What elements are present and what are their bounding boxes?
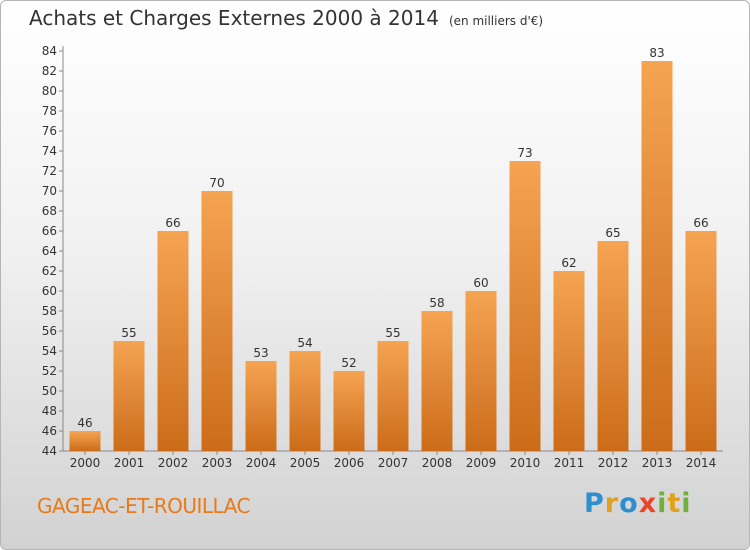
x-tick-label: 2007 <box>378 456 409 470</box>
data-labels: 46 55 66 70 53 54 52 55 58 60 73 62 65 83 66 <box>77 46 708 430</box>
data-label: 65 <box>605 226 620 240</box>
x-tick-label: 2011 <box>554 456 585 470</box>
data-label: 66 <box>693 216 708 230</box>
x-tick-label: 2003 <box>202 456 233 470</box>
data-label: 66 <box>165 216 180 230</box>
x-tick-label: 2008 <box>422 456 453 470</box>
data-label: 55 <box>121 326 136 340</box>
y-tick-label: 74 <box>42 144 57 158</box>
x-tick-label: 2009 <box>466 456 497 470</box>
y-tick-label: 70 <box>42 184 57 198</box>
y-tick-label: 62 <box>42 264 57 278</box>
x-tick-label: 2013 <box>642 456 673 470</box>
data-label: 58 <box>429 296 444 310</box>
bar <box>597 241 629 451</box>
y-tick-label: 84 <box>42 44 57 58</box>
y-tick-label: 82 <box>42 64 57 78</box>
data-label: 46 <box>77 416 92 430</box>
bar <box>377 341 409 451</box>
data-label: 54 <box>297 336 312 350</box>
bar <box>553 271 585 451</box>
bar <box>509 161 541 451</box>
y-tick-label: 68 <box>42 204 57 218</box>
x-tick-label: 2002 <box>158 456 189 470</box>
bar <box>201 191 233 451</box>
bar <box>113 341 145 451</box>
place-name: GAGEAC-ET-ROUILLAC <box>37 494 250 518</box>
y-tick-label: 52 <box>42 364 57 378</box>
y-tick-label: 80 <box>42 84 57 98</box>
chart-title-text: Achats et Charges Externes 2000 à 2014 <box>29 6 439 30</box>
bar <box>685 231 717 451</box>
x-tick-label: 2010 <box>510 456 541 470</box>
bar <box>245 361 277 451</box>
x-axis: 2000 2001 2002 2003 2004 2005 2006 2007 2008 2009… <box>63 450 723 470</box>
bar <box>157 231 189 451</box>
y-tick-label: 44 <box>42 444 57 458</box>
y-tick-label: 78 <box>42 104 57 118</box>
y-tick-label: 64 <box>42 244 57 258</box>
x-tick-label: 2014 <box>686 456 717 470</box>
bar <box>465 291 497 451</box>
data-label: 73 <box>517 146 532 160</box>
data-label: 83 <box>649 46 664 60</box>
bar <box>69 431 101 451</box>
y-tick-label: 46 <box>42 424 57 438</box>
x-tick-label: 2001 <box>114 456 145 470</box>
x-tick-label: 2004 <box>246 456 277 470</box>
y-axis: 44 46 48 50 52 54 56 58 60 62 64 66 68 70 72 74 76 78 80 82… <box>42 44 64 458</box>
bar <box>641 61 673 451</box>
bar <box>289 351 321 451</box>
y-tick-label: 66 <box>42 224 57 238</box>
x-tick-label: 2006 <box>334 456 365 470</box>
y-tick-label: 72 <box>42 164 57 178</box>
y-tick-label: 48 <box>42 404 57 418</box>
data-label: 60 <box>473 276 488 290</box>
data-label: 55 <box>385 326 400 340</box>
y-tick-label: 60 <box>42 284 57 298</box>
proxiti-logo[interactable]: Proxiti <box>584 488 692 519</box>
bars <box>69 61 717 451</box>
y-tick-label: 76 <box>42 124 57 138</box>
y-tick-label: 54 <box>42 344 57 358</box>
y-tick-label: 56 <box>42 324 57 338</box>
data-label: 53 <box>253 346 268 360</box>
y-tick-label: 50 <box>42 384 57 398</box>
bar <box>421 311 453 451</box>
chart-title: Achats et Charges Externes 2000 à 2014 (e… <box>29 6 543 30</box>
data-label: 70 <box>209 176 224 190</box>
chart-unit: (en milliers d'€) <box>448 14 544 28</box>
x-tick-label: 2000 <box>70 456 101 470</box>
data-label: 62 <box>561 256 576 270</box>
data-label: 52 <box>341 356 356 370</box>
x-tick-label: 2005 <box>290 456 321 470</box>
x-tick-label: 2012 <box>598 456 629 470</box>
bar <box>333 371 365 451</box>
y-tick-label: 58 <box>42 304 57 318</box>
